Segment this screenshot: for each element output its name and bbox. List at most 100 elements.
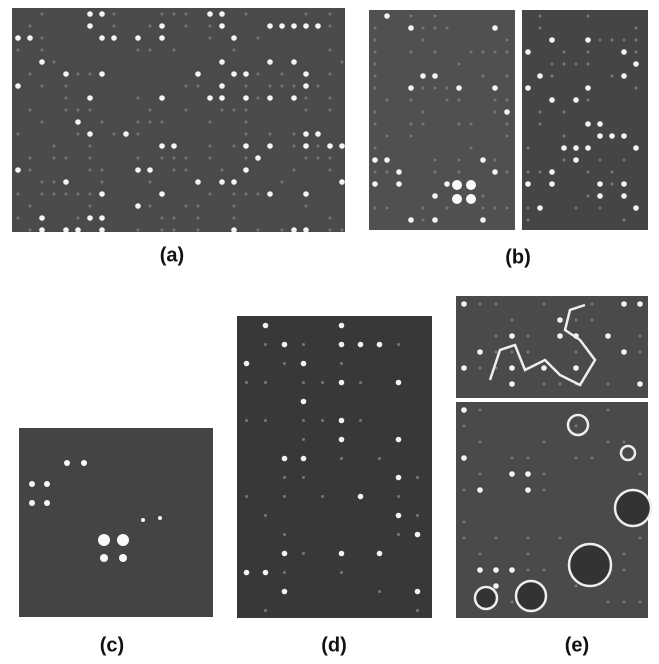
- spot: [209, 145, 212, 148]
- spot: [339, 143, 345, 149]
- spot: [452, 180, 462, 190]
- spot: [329, 229, 332, 232]
- spot: [591, 457, 594, 460]
- spot: [480, 217, 486, 223]
- spot: [587, 15, 590, 18]
- spot: [185, 109, 188, 112]
- spot: [267, 191, 273, 197]
- spot: [415, 589, 421, 595]
- spot: [551, 75, 554, 78]
- spot: [317, 85, 320, 88]
- spot: [415, 532, 421, 538]
- spot: [543, 383, 546, 386]
- spot: [269, 85, 272, 88]
- spot: [77, 133, 80, 136]
- spot: [559, 537, 562, 540]
- spot: [39, 215, 45, 221]
- spot: [283, 533, 286, 536]
- spot: [149, 25, 152, 28]
- spot: [470, 51, 473, 54]
- spot: [585, 121, 591, 127]
- spot: [149, 109, 152, 112]
- spot: [185, 13, 188, 16]
- spot: [161, 13, 164, 16]
- spot: [303, 143, 309, 149]
- spot: [89, 157, 92, 160]
- spot: [621, 349, 627, 355]
- spot: [377, 342, 383, 348]
- spot: [263, 570, 269, 576]
- spot: [207, 95, 213, 101]
- spot: [597, 181, 603, 187]
- spot: [219, 59, 225, 65]
- spot: [434, 15, 437, 18]
- spot: [339, 437, 345, 443]
- spot: [317, 157, 320, 160]
- spot: [466, 180, 476, 190]
- spot: [495, 537, 498, 540]
- spot: [149, 205, 152, 208]
- spot: [637, 301, 643, 307]
- spot: [527, 569, 530, 572]
- spot: [233, 49, 236, 52]
- spot: [458, 171, 461, 174]
- spot: [161, 217, 164, 220]
- spot: [525, 85, 531, 91]
- spot: [611, 75, 614, 78]
- spot: [458, 123, 461, 126]
- spot: [197, 85, 200, 88]
- spot: [575, 425, 578, 428]
- spot: [599, 159, 602, 162]
- spot: [434, 171, 437, 174]
- spot: [446, 87, 449, 90]
- spot: [283, 476, 286, 479]
- spot: [639, 351, 642, 354]
- spot: [482, 195, 485, 198]
- spot: [539, 123, 542, 126]
- spot: [159, 143, 165, 149]
- spot: [245, 419, 248, 422]
- spot: [432, 193, 438, 199]
- spot: [511, 351, 514, 354]
- spot: [281, 73, 284, 76]
- spot: [89, 109, 92, 112]
- spot: [623, 553, 626, 556]
- spot: [527, 171, 530, 174]
- spot: [243, 95, 249, 101]
- spot: [99, 35, 105, 41]
- spot: [461, 455, 467, 461]
- spot: [416, 476, 419, 479]
- spot: [339, 418, 345, 424]
- spot: [587, 195, 590, 198]
- spot: [422, 87, 425, 90]
- spot: [386, 135, 389, 138]
- spot: [283, 571, 286, 574]
- spot: [539, 171, 542, 174]
- spot: [219, 83, 225, 89]
- spot: [89, 193, 92, 196]
- panel-label: (b): [505, 246, 531, 268]
- spot: [527, 335, 530, 338]
- spot: [117, 534, 129, 546]
- spot: [374, 87, 377, 90]
- spot: [506, 99, 509, 102]
- spot: [410, 99, 413, 102]
- spot: [245, 157, 248, 160]
- spot: [291, 23, 297, 29]
- spot: [591, 303, 594, 306]
- spot: [303, 23, 309, 29]
- spot: [243, 167, 249, 173]
- spot: [231, 179, 237, 185]
- spot: [87, 23, 93, 29]
- spot: [452, 194, 462, 204]
- spot: [384, 157, 390, 163]
- spot: [77, 109, 80, 112]
- spot: [302, 552, 305, 555]
- spot: [461, 301, 467, 307]
- spot: [321, 381, 324, 384]
- spot: [493, 583, 499, 589]
- spot: [506, 123, 509, 126]
- spot: [479, 303, 482, 306]
- spot: [137, 121, 140, 124]
- spot: [372, 181, 378, 187]
